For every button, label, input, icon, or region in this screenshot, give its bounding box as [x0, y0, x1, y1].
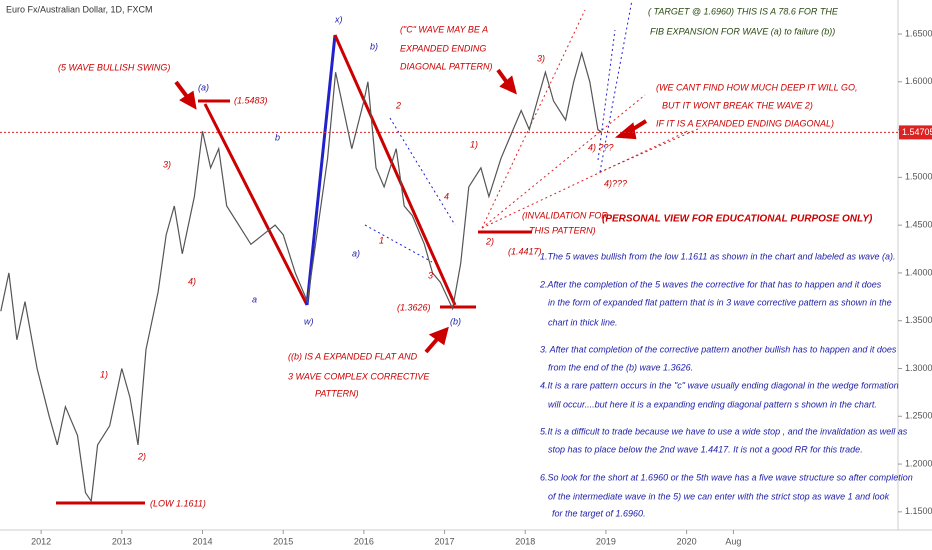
x-tick-label: Aug	[725, 536, 741, 546]
arrow-head	[179, 90, 197, 110]
trend-line	[481, 129, 691, 229]
annotation: 1.The 5 waves bullish from the low 1.161…	[540, 251, 896, 261]
x-tick-label: 2015	[273, 536, 293, 546]
arrow-head	[428, 326, 449, 346]
y-tick-label: 1.20000	[905, 458, 932, 468]
annotation: 1	[379, 235, 384, 245]
annotation: ( TARGET @ 1.6960) THIS IS A 78.6 FOR TH…	[648, 6, 839, 16]
y-tick-label: 1.25000	[905, 411, 932, 421]
annotation: 2)	[485, 236, 494, 246]
annotation: (1.5483)	[234, 95, 268, 105]
annotation: 4)	[188, 276, 196, 286]
trend-line	[599, 0, 633, 173]
annotation: 3)	[537, 53, 545, 63]
x-tick-label: 2018	[515, 536, 535, 546]
price-tag	[899, 125, 932, 140]
trend-line	[481, 9, 586, 229]
annotation: 1)	[470, 139, 478, 149]
arrow-head	[499, 75, 517, 95]
x-tick-label: 2016	[354, 536, 374, 546]
x-tick-label: 2014	[192, 536, 212, 546]
annotation: w)	[304, 316, 314, 326]
annotation: (WE CANT FIND HOW MUCH DEEP IT WILL GO,	[656, 82, 858, 92]
annotation: 5.It is a difficult to trade because we …	[540, 426, 908, 436]
annotation: (INVALIDATION FOR	[522, 210, 608, 220]
price-label: 1.54705	[902, 127, 932, 137]
annotation: 4	[444, 191, 449, 201]
annotation: (PERSONAL VIEW FOR EDUCATIONAL PURPOSE O…	[602, 214, 873, 225]
y-tick-label: 1.60000	[905, 76, 932, 86]
annotation: DIAGONAL PATTERN)	[400, 61, 493, 71]
trend-line	[599, 127, 701, 173]
annotation: 6.So look for the short at 1.6960 or the…	[540, 472, 913, 482]
x-tick-label: 2019	[596, 536, 616, 546]
wave-line	[305, 34, 337, 306]
annotation: chart in thick line.	[548, 317, 618, 327]
annotation: 4.It is a rare pattern occurs in the "c"…	[540, 380, 899, 390]
x-tick-label: 2017	[435, 536, 455, 546]
annotation: (1.4417)	[508, 246, 542, 256]
trend-line	[481, 94, 646, 229]
annotation: 3 WAVE COMPLEX CORRECTIVE	[288, 371, 430, 381]
trend-line	[597, 29, 616, 161]
drawings	[0, 0, 898, 505]
annotation: in the form of expanded flat pattern tha…	[548, 297, 892, 307]
y-tick-label: 1.35000	[905, 315, 932, 325]
y-tick-label: 1.15000	[905, 506, 932, 516]
annotation: 1)	[100, 369, 108, 379]
annotation: (1.3626)	[397, 302, 431, 312]
annotation: 2)	[137, 451, 146, 461]
wave-line	[203, 103, 309, 306]
annotation: 3	[428, 270, 433, 280]
annotation: (a)	[198, 82, 209, 92]
annotation: ((b) IS A EXPANDED FLAT AND	[288, 351, 418, 361]
annotation: FIB EXPANSION FOR WAVE (a) to failure (b…	[650, 26, 835, 36]
annotation: a	[252, 294, 257, 304]
annotation: IF IT IS A EXPANDED ENDING DIAGONAL)	[656, 118, 834, 128]
arrow	[174, 80, 190, 100]
annotation: a)	[352, 248, 360, 258]
annotation: 3)	[163, 159, 171, 169]
wave-line	[333, 34, 457, 306]
annotation: b	[275, 132, 280, 142]
y-tick-label: 1.65000	[905, 28, 932, 38]
annotation: (b)	[450, 316, 461, 326]
x-tick-label: 2012	[31, 536, 51, 546]
annotation: b)	[370, 41, 378, 51]
annotation: 4)???	[604, 178, 627, 188]
annotation: PATTERN)	[315, 388, 359, 398]
annotation: will occur....but here it is a expanding…	[548, 399, 877, 409]
annotation: x)	[334, 14, 343, 24]
x-tick-label: 2013	[112, 536, 132, 546]
annotation: for the target of 1.6960.	[552, 508, 646, 518]
x-tick-label: 2020	[677, 536, 697, 546]
arrow-head	[614, 122, 637, 140]
y-tick-label: 1.30000	[905, 363, 932, 373]
annotation: stop has to place below the 2nd wave 1.4…	[548, 444, 863, 454]
y-tick-label: 1.50000	[905, 172, 932, 182]
y-tick-label: 1.45000	[905, 220, 932, 230]
annotation: 2.After the completion of the 5 waves th…	[539, 279, 882, 289]
annotation: BUT IT WONT BREAK THE WAVE 2)	[662, 100, 813, 110]
annotation: (LOW 1.1611)	[150, 498, 206, 508]
annotation: THIS PATTERN)	[529, 225, 596, 235]
annotation: 4) ???	[588, 142, 614, 152]
chart-title: Euro Fx/Australian Dollar, 1D, FXCM	[6, 4, 153, 14]
annotation: EXPANDED ENDING	[400, 43, 486, 53]
annotation: of the intermediate wave in the 5) we ca…	[548, 491, 890, 501]
annotation: ("C" WAVE MAY BE A	[400, 24, 488, 34]
annotation: from the end of the (b) wave 1.3626.	[548, 362, 693, 372]
annotation: (5 WAVE BULLISH SWING)	[58, 62, 170, 72]
trend-line	[389, 117, 456, 226]
annotation: 3. After that completion of the correcti…	[540, 344, 897, 354]
y-tick-label: 1.40000	[905, 267, 932, 277]
annotation: 2	[395, 100, 401, 110]
price-line	[0, 50, 603, 503]
